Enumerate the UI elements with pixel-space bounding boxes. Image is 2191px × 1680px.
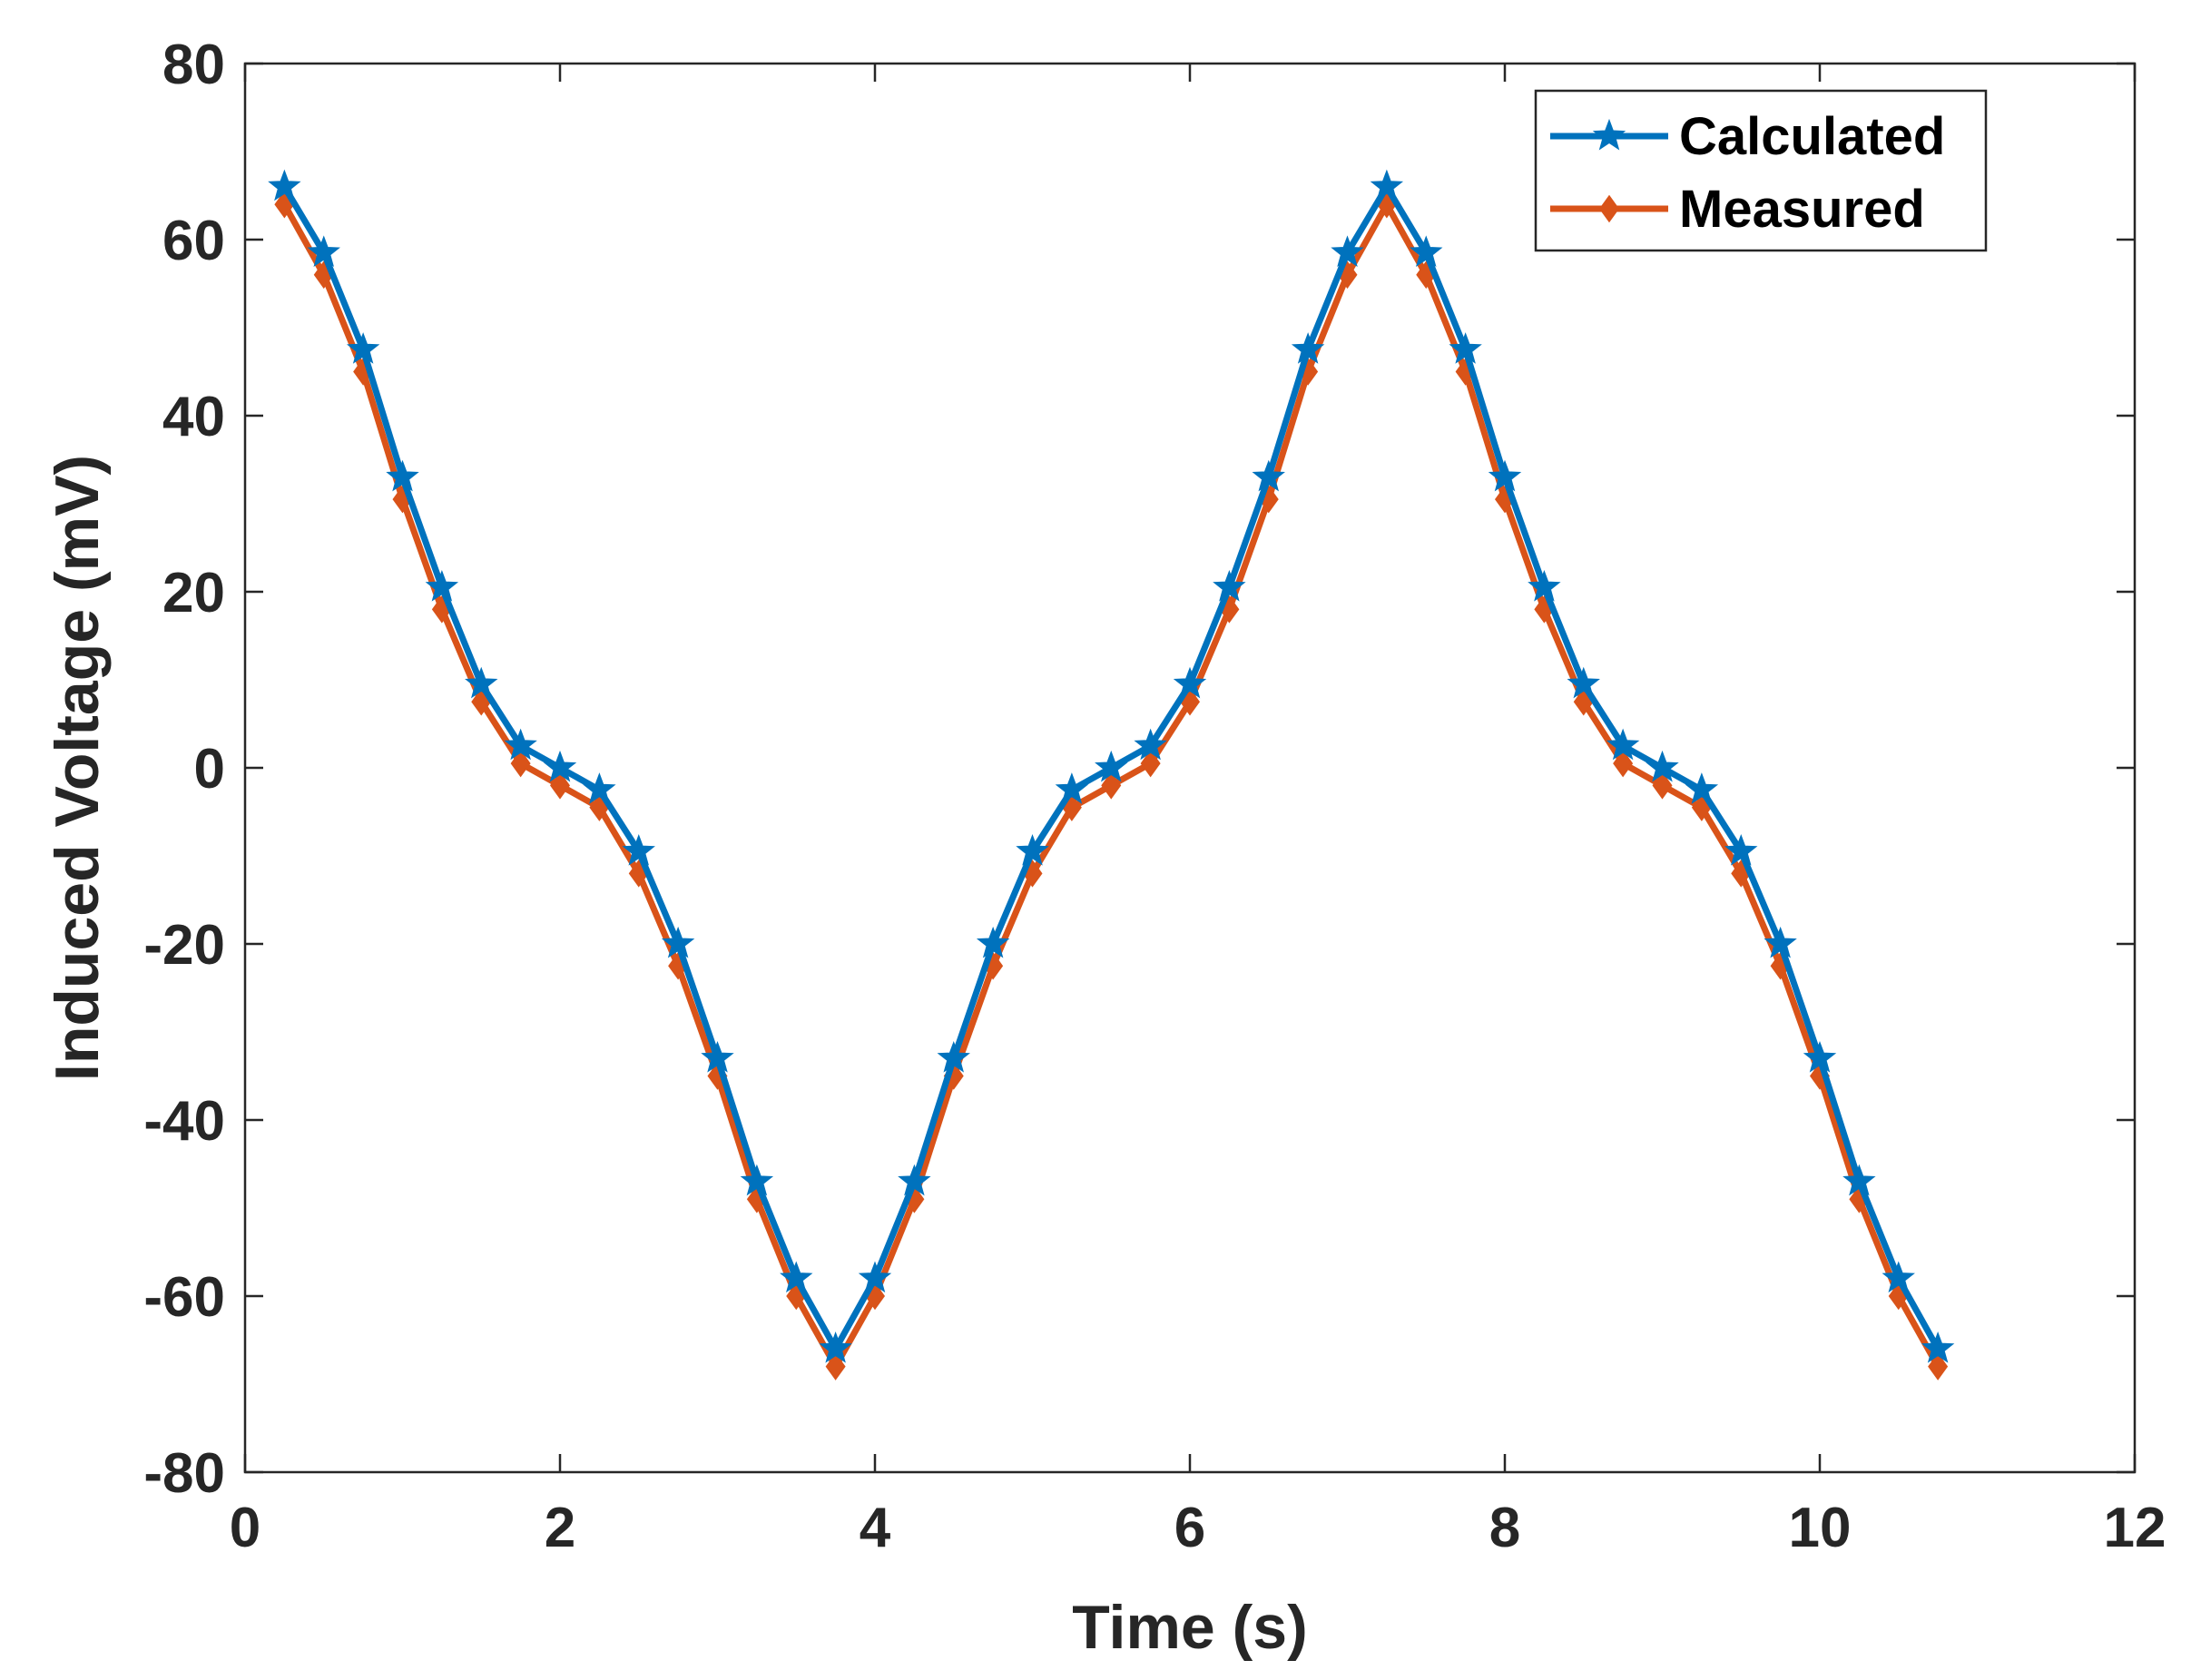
- data-point-calculated: [1252, 459, 1285, 492]
- legend-label-measured: Measured: [1679, 180, 1925, 239]
- x-tick-label: 10: [1789, 1497, 1852, 1559]
- data-point-calculated: [465, 666, 498, 699]
- y-tick-label: 20: [162, 562, 225, 624]
- data-point-calculated: [1370, 169, 1404, 201]
- data-point-measured: [1928, 1352, 1949, 1380]
- data-point-calculated: [1173, 666, 1207, 699]
- x-tick-label: 2: [545, 1497, 575, 1559]
- data-point-calculated: [583, 772, 616, 804]
- data-point-measured: [1101, 771, 1122, 800]
- data-point-calculated: [1842, 1164, 1876, 1196]
- legend-item: Measured: [1550, 180, 1925, 239]
- y-tick-label: 0: [194, 738, 225, 801]
- data-point-calculated: [1134, 728, 1167, 761]
- data-point-calculated: [1764, 926, 1797, 958]
- data-point-calculated: [819, 1331, 852, 1363]
- y-tick-label: -20: [143, 914, 225, 977]
- data-point-calculated: [937, 1040, 970, 1073]
- data-point-calculated: [1528, 570, 1561, 602]
- data-point-calculated: [1449, 332, 1482, 364]
- data-point-calculated: [386, 459, 419, 492]
- data-point-calculated: [701, 1040, 734, 1073]
- series-layer: [268, 169, 1955, 1380]
- x-axis-title: Time (s): [1072, 1593, 1307, 1662]
- data-point-calculated: [1724, 834, 1758, 866]
- data-point-calculated: [1803, 1040, 1837, 1073]
- legend-item: Calculated: [1550, 107, 1945, 166]
- data-point-calculated: [740, 1164, 774, 1196]
- data-point-calculated: [268, 169, 301, 201]
- legend-box: [1534, 89, 1988, 252]
- y-tick-label: -60: [143, 1266, 225, 1329]
- data-point-measured: [1652, 771, 1673, 800]
- x-tick-label: 8: [1489, 1497, 1520, 1559]
- series-calculated: [268, 169, 1955, 1363]
- legend-label-calculated: Calculated: [1679, 107, 1945, 166]
- data-point-measured: [549, 771, 571, 800]
- data-point-calculated: [1606, 728, 1640, 761]
- data-point-calculated: [858, 1261, 892, 1293]
- data-point-calculated: [1882, 1261, 1915, 1293]
- x-tick-label: 6: [1174, 1497, 1205, 1559]
- legend-marker-measured: [1598, 194, 1620, 223]
- data-point-calculated: [1331, 235, 1364, 268]
- data-point-calculated: [1921, 1331, 1955, 1363]
- data-point-measured: [1613, 749, 1634, 778]
- y-tick-label: 80: [162, 34, 225, 96]
- data-point-calculated: [543, 750, 577, 782]
- data-point-calculated: [1646, 750, 1679, 782]
- y-tick-label: 40: [162, 386, 225, 448]
- data-point-calculated: [1055, 772, 1089, 804]
- x-tick-label: 4: [860, 1497, 891, 1559]
- data-point-calculated: [1685, 772, 1719, 804]
- data-point-calculated: [1213, 570, 1246, 602]
- data-point-calculated: [1095, 750, 1128, 782]
- data-point-calculated: [307, 235, 340, 268]
- data-point-calculated: [1016, 834, 1049, 866]
- y-tick-label: -80: [143, 1442, 225, 1505]
- data-point-calculated: [976, 926, 1010, 958]
- data-point-calculated: [1567, 666, 1600, 699]
- data-point-calculated: [346, 332, 380, 364]
- legend: Calculated Measured: [1534, 89, 1988, 252]
- data-point-calculated: [1488, 459, 1522, 492]
- data-point-calculated: [780, 1261, 813, 1293]
- x-tick-label: 12: [2104, 1497, 2166, 1559]
- data-point-calculated: [661, 926, 695, 958]
- y-tick-label: 60: [162, 210, 225, 272]
- data-point-calculated: [622, 834, 655, 866]
- y-tick-label: -40: [143, 1090, 225, 1153]
- x-tick-label: 0: [230, 1497, 260, 1559]
- data-point-measured: [825, 1352, 846, 1380]
- data-point-calculated: [425, 570, 459, 602]
- data-point-measured: [510, 749, 531, 778]
- data-point-calculated: [504, 728, 537, 761]
- axis-ticks: 0 2 4 6 8 10 12 -80 -60 -40 -20 0 20 40 60 80: [143, 34, 2166, 1559]
- data-point-calculated: [898, 1164, 931, 1196]
- data-point-measured: [1140, 749, 1161, 778]
- data-point-calculated: [1291, 332, 1325, 364]
- y-axis-title: Induced Voltage (mV): [43, 455, 112, 1081]
- data-point-calculated: [1410, 235, 1443, 268]
- legend-marker-calculated: [1592, 118, 1626, 151]
